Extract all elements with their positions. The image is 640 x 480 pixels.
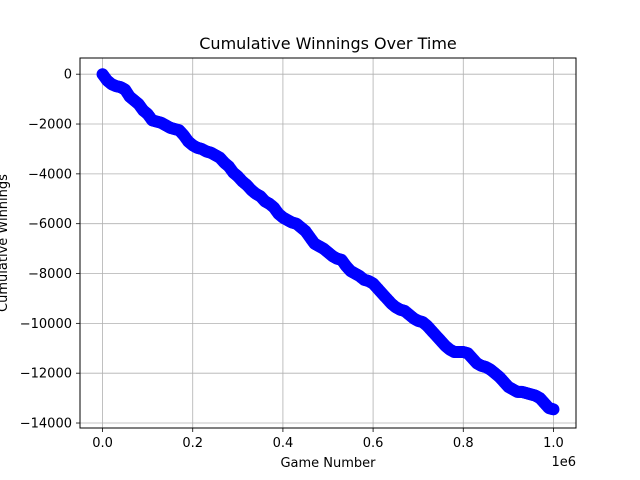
y-axis-label: Cumulative Winnings: [0, 174, 11, 312]
x-tick-label: 0.8: [453, 436, 474, 451]
x-axis-ticks: 0.0 0.2 0.4 0.6 0.8 1.0: [92, 428, 564, 451]
x-tick-label: 0.4: [273, 436, 294, 451]
data-point: [547, 403, 560, 416]
y-tick-label: −14000: [20, 417, 72, 432]
x-tick-label: 1.0: [543, 436, 564, 451]
y-tick-label: −8000: [28, 267, 72, 282]
data-points: [96, 68, 560, 416]
y-tick-label: 0: [64, 68, 72, 83]
x-tick-label: 0.6: [363, 436, 384, 451]
plot-frame: [79, 57, 577, 429]
y-tick-label: −6000: [28, 217, 72, 232]
x-tick-label: 0.0: [92, 436, 113, 451]
y-axis-ticks: 0 −2000 −4000 −6000 −8000 −10000 −12000 −14000: [20, 68, 80, 432]
y-tick-label: −4000: [28, 167, 72, 182]
x-tick-label: 0.2: [182, 436, 203, 451]
y-tick-label: −10000: [20, 317, 72, 332]
x-axis-offset-label: 1e6: [551, 455, 576, 470]
y-tick-label: −12000: [20, 367, 72, 382]
x-axis-label: Game Number: [280, 456, 376, 471]
y-tick-label: −2000: [28, 118, 72, 133]
chart-title: Cumulative Winnings Over Time: [199, 34, 457, 53]
